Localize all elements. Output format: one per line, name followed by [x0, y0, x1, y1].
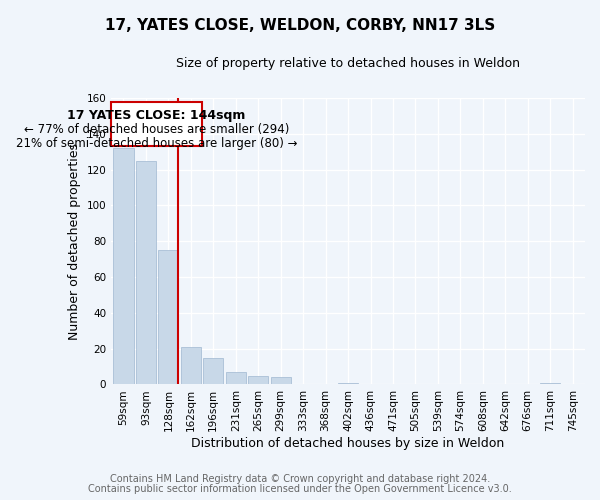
Bar: [113, 148, 134, 384]
Y-axis label: Number of detached properties: Number of detached properties: [68, 143, 81, 340]
Bar: [136, 160, 156, 384]
FancyBboxPatch shape: [111, 102, 202, 146]
X-axis label: Distribution of detached houses by size in Weldon: Distribution of detached houses by size …: [191, 437, 505, 450]
Text: 21% of semi-detached houses are larger (80) →: 21% of semi-detached houses are larger (…: [16, 138, 298, 150]
Text: Contains HM Land Registry data © Crown copyright and database right 2024.: Contains HM Land Registry data © Crown c…: [110, 474, 490, 484]
Title: Size of property relative to detached houses in Weldon: Size of property relative to detached ho…: [176, 58, 520, 70]
Text: Contains public sector information licensed under the Open Government Licence v3: Contains public sector information licen…: [88, 484, 512, 494]
Bar: [271, 378, 291, 384]
Text: 17 YATES CLOSE: 144sqm: 17 YATES CLOSE: 144sqm: [67, 109, 246, 122]
Bar: [540, 382, 560, 384]
Text: 17, YATES CLOSE, WELDON, CORBY, NN17 3LS: 17, YATES CLOSE, WELDON, CORBY, NN17 3LS: [105, 18, 495, 32]
Bar: [203, 358, 223, 384]
Bar: [338, 382, 358, 384]
Bar: [226, 372, 246, 384]
Bar: [181, 347, 201, 385]
Bar: [158, 250, 178, 384]
Bar: [248, 376, 268, 384]
Text: ← 77% of detached houses are smaller (294): ← 77% of detached houses are smaller (29…: [24, 123, 289, 136]
